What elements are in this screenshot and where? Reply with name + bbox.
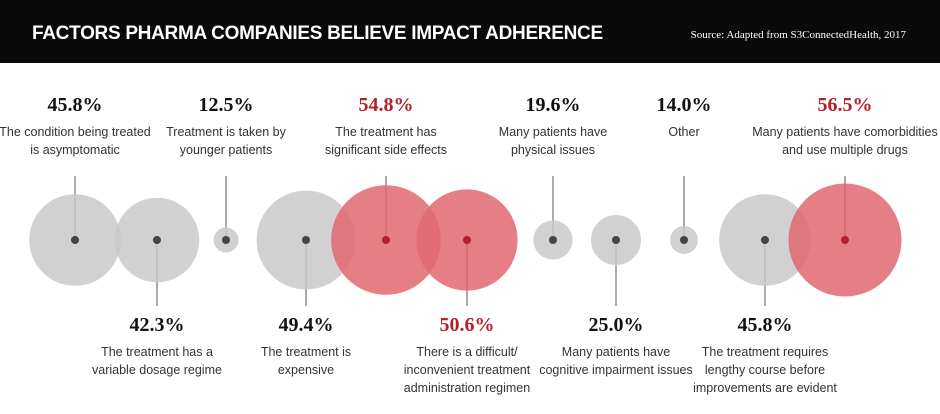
center-dot bbox=[222, 236, 230, 244]
category-label: Treatment is taken by younger patients bbox=[166, 125, 286, 157]
center-dot bbox=[680, 236, 688, 244]
value-label: 14.0% bbox=[657, 94, 712, 116]
label-line: Other bbox=[668, 125, 699, 139]
label-line: lengthy course before bbox=[705, 363, 825, 377]
category-label: The condition being treated is asymptomat… bbox=[0, 125, 151, 157]
category-label: Many patients have physical issues bbox=[499, 125, 607, 157]
label-line: cognitive impairment issues bbox=[539, 363, 693, 377]
center-dot bbox=[841, 236, 849, 244]
category-label: The treatment requires lengthy course bef… bbox=[693, 345, 837, 395]
value-label: 25.0% bbox=[589, 314, 644, 336]
category-label: Many patients have cognitive impairment i… bbox=[539, 345, 693, 377]
value-label: 56.5% bbox=[818, 94, 873, 116]
center-dot bbox=[382, 236, 390, 244]
label-line: Many patients have bbox=[499, 125, 607, 139]
value-label: 12.5% bbox=[199, 94, 254, 116]
value-label: 19.6% bbox=[526, 94, 581, 116]
label-line: physical issues bbox=[511, 143, 595, 157]
label-line: Treatment is taken by bbox=[166, 125, 286, 139]
source: Source: Adapted from S3ConnectedHealth, … bbox=[691, 29, 907, 41]
category-label: Other bbox=[668, 125, 699, 139]
label-line: improvements are evident bbox=[693, 381, 837, 395]
label-line: The treatment is bbox=[261, 345, 351, 359]
label-line: and use multiple drugs bbox=[782, 143, 908, 157]
value-label: 50.6% bbox=[440, 314, 495, 336]
label-line: younger patients bbox=[180, 143, 272, 157]
label-line: The condition being treated bbox=[0, 125, 151, 139]
value-label: 42.3% bbox=[130, 314, 185, 336]
label-line: significant side effects bbox=[325, 143, 447, 157]
label-line: variable dosage regime bbox=[92, 363, 222, 377]
center-dot bbox=[549, 236, 557, 244]
label-line: administration regimen bbox=[404, 381, 530, 395]
label-line: is asymptomatic bbox=[30, 143, 120, 157]
value-label: 45.8% bbox=[48, 94, 103, 116]
center-dot bbox=[463, 236, 471, 244]
center-dot bbox=[761, 236, 769, 244]
label-line: Many patients have bbox=[562, 345, 670, 359]
label-line: The treatment has a bbox=[101, 345, 213, 359]
label-line: expensive bbox=[278, 363, 334, 377]
chart-title: FACTORS PHARMA COMPANIES BELIEVE IMPACT … bbox=[32, 23, 603, 44]
label-line: The treatment has bbox=[335, 125, 436, 139]
label-line: The treatment requires bbox=[702, 345, 828, 359]
header-bar bbox=[0, 0, 940, 63]
category-label: The treatment has significant side effect… bbox=[325, 125, 447, 157]
category-label: The treatment has a variable dosage regim… bbox=[92, 345, 222, 377]
label-line: inconvenient treatment bbox=[404, 363, 531, 377]
label-line: There is a difficult/ bbox=[416, 345, 518, 359]
value-label: 45.8% bbox=[738, 314, 793, 336]
center-dot bbox=[153, 236, 161, 244]
center-dot bbox=[71, 236, 79, 244]
category-label: Many patients have comorbidities and use … bbox=[752, 125, 938, 157]
center-dot bbox=[612, 236, 620, 244]
center-dot bbox=[302, 236, 310, 244]
value-label: 49.4% bbox=[279, 314, 334, 336]
label-line: Many patients have comorbidities bbox=[752, 125, 938, 139]
category-label: There is a difficult/inconvenient treatm… bbox=[404, 345, 531, 395]
category-label: The treatment is expensive bbox=[261, 345, 351, 377]
value-label: 54.8% bbox=[359, 94, 414, 116]
